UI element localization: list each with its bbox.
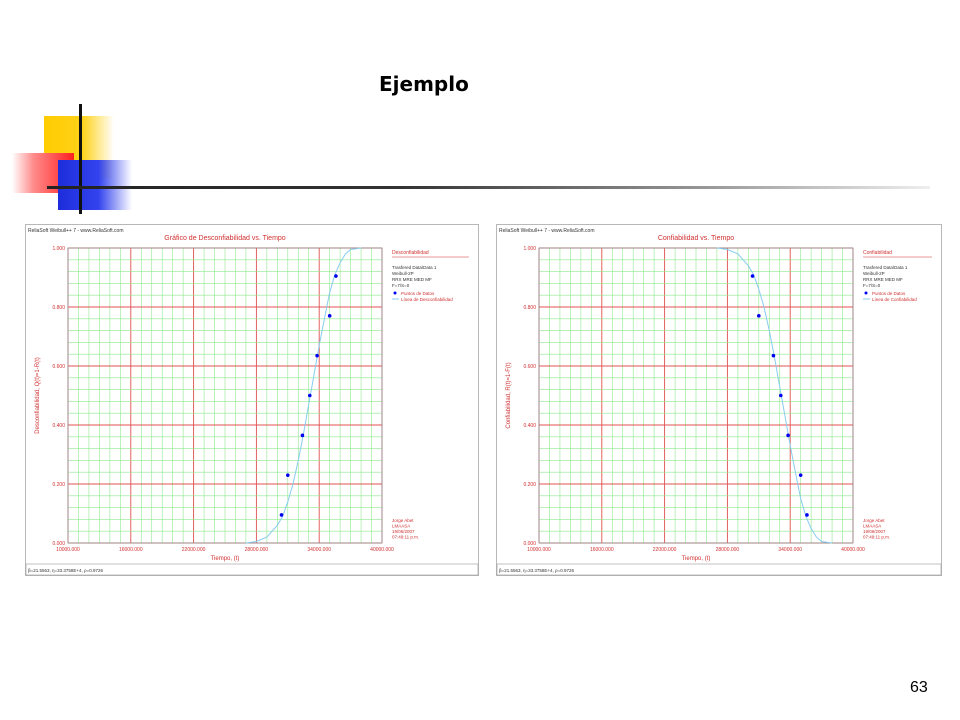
fitted-curve-line bbox=[716, 247, 833, 544]
info-line: F=7/S=0 bbox=[392, 283, 410, 288]
data-point bbox=[279, 513, 284, 517]
data-point bbox=[805, 513, 809, 517]
x-tick-label: 40000.000 bbox=[370, 547, 394, 553]
x-tick-label: 28000.000 bbox=[245, 547, 269, 553]
y-tick-label: 0.000 bbox=[52, 541, 65, 547]
data-point bbox=[771, 353, 776, 358]
y-tick-label: 1.000 bbox=[523, 246, 536, 252]
plot-border bbox=[538, 247, 854, 544]
data-point bbox=[778, 393, 783, 398]
footer-line: 19/06/2007 bbox=[863, 529, 886, 534]
legend-entry: Puntos de Datos bbox=[872, 291, 906, 296]
status-bar bbox=[25, 563, 479, 576]
data-point bbox=[786, 433, 790, 438]
y-tick-label: 1.000 bbox=[52, 246, 65, 252]
x-axis-label: Tiempo, (t) bbox=[211, 556, 240, 562]
y-tick-label: 0.600 bbox=[523, 364, 536, 370]
decor-vertical-rule bbox=[79, 104, 82, 214]
x-tick-label: 28000.000 bbox=[716, 547, 740, 553]
data-point bbox=[300, 433, 305, 438]
info-line: Weibull-2P bbox=[392, 271, 414, 276]
fitted-curve-line bbox=[245, 247, 362, 544]
footer-line: LMAASA bbox=[863, 524, 881, 529]
y-axis-label: Desconfiabilidad, Q(t)=1-R(t) bbox=[35, 357, 41, 434]
legend-point-marker bbox=[393, 291, 397, 295]
y-tick-label: 0.200 bbox=[523, 482, 536, 488]
x-tick-label: 10000.000 bbox=[527, 547, 551, 553]
footer-line: 19/06/2007 bbox=[392, 529, 415, 534]
data-point bbox=[798, 473, 803, 477]
footer-line: Jorge Abet bbox=[392, 518, 414, 523]
data-point bbox=[750, 274, 755, 278]
window-title: ReliaSoft Weibull++ 7 - www.ReliaSoft.co… bbox=[28, 228, 124, 234]
unreliability-chart: ReliaSoft Weibull++ 7 - www.ReliaSoft.co… bbox=[25, 224, 479, 576]
page-number: 63 bbox=[910, 679, 928, 696]
y-tick-label: 0.200 bbox=[52, 482, 65, 488]
footer-line: LMAASA bbox=[392, 524, 410, 529]
info-line: Trasfered Data\Data 1 bbox=[392, 265, 437, 270]
reliability-chart: ReliaSoft Weibull++ 7 - www.ReliaSoft.co… bbox=[496, 224, 950, 576]
x-tick-label: 22000.000 bbox=[653, 547, 677, 553]
legend-entry: Puntos de Datos bbox=[401, 291, 435, 296]
footer-line: 07:49:11 p.m. bbox=[863, 535, 890, 540]
x-tick-label: 34000.000 bbox=[307, 547, 331, 553]
info-line: RRX MRE MED MF bbox=[863, 277, 903, 282]
y-tick-label: 0.800 bbox=[52, 305, 65, 311]
data-point bbox=[757, 314, 761, 318]
info-line: F=7/S=0 bbox=[863, 283, 881, 288]
plot-border bbox=[67, 247, 383, 544]
x-tick-label: 22000.000 bbox=[182, 547, 206, 553]
decor-horizontal-rule bbox=[47, 186, 930, 189]
chart-title: Confiabilidad vs. Tiempo bbox=[658, 235, 734, 242]
x-tick-label: 16000.000 bbox=[590, 547, 614, 553]
legend-entry: Línea de Desconfiabilidad bbox=[401, 297, 453, 302]
data-point bbox=[315, 353, 319, 358]
y-tick-label: 0.400 bbox=[52, 423, 65, 429]
y-tick-label: 0.600 bbox=[52, 364, 65, 370]
x-tick-label: 34000.000 bbox=[778, 547, 802, 553]
x-tick-label: 10000.000 bbox=[56, 547, 80, 553]
status-text: β=21.5563, η=33.3758E+4, ρ=0.9726 bbox=[28, 568, 103, 573]
info-line: Weibull-2P bbox=[863, 271, 885, 276]
data-point bbox=[334, 274, 338, 278]
chart-title: Gráfico de Desconfiabilidad vs. Tiempo bbox=[164, 235, 285, 242]
legend-entry: Línea de Confiabilidad bbox=[872, 297, 917, 302]
y-tick-label: 0.000 bbox=[523, 541, 536, 547]
status-bar bbox=[496, 563, 942, 576]
footer-line: Jorge Abet bbox=[863, 518, 885, 523]
x-tick-label: 16000.000 bbox=[119, 547, 143, 553]
slide-title: Ejemplo bbox=[379, 72, 469, 96]
x-tick-label: 40000.000 bbox=[841, 547, 865, 553]
y-tick-label: 0.800 bbox=[523, 305, 536, 311]
data-point bbox=[327, 314, 332, 318]
legend-point-marker bbox=[864, 291, 868, 295]
legend-title: Desconfiabilidad bbox=[392, 250, 429, 256]
window-title: ReliaSoft Weibull++ 7 - www.ReliaSoft.co… bbox=[499, 228, 595, 234]
data-point bbox=[286, 473, 290, 477]
y-tick-label: 0.400 bbox=[523, 423, 536, 429]
legend-title: Confiabilidad bbox=[863, 250, 892, 256]
x-axis-label: Tiempo, (t) bbox=[682, 556, 711, 562]
info-line: Trasfered Data\Data 1 bbox=[863, 265, 908, 270]
data-point bbox=[307, 393, 312, 398]
decor-blue-square bbox=[58, 160, 132, 210]
info-line: RRX MRE MED MF bbox=[392, 277, 432, 282]
footer-line: 07:49:11 p.m. bbox=[392, 535, 419, 540]
y-axis-label: Confiabilidad, R(t)=1-F(t) bbox=[506, 362, 512, 428]
status-text: β=21.5563, η=33.3758E+4, ρ=0.9726 bbox=[499, 568, 574, 573]
